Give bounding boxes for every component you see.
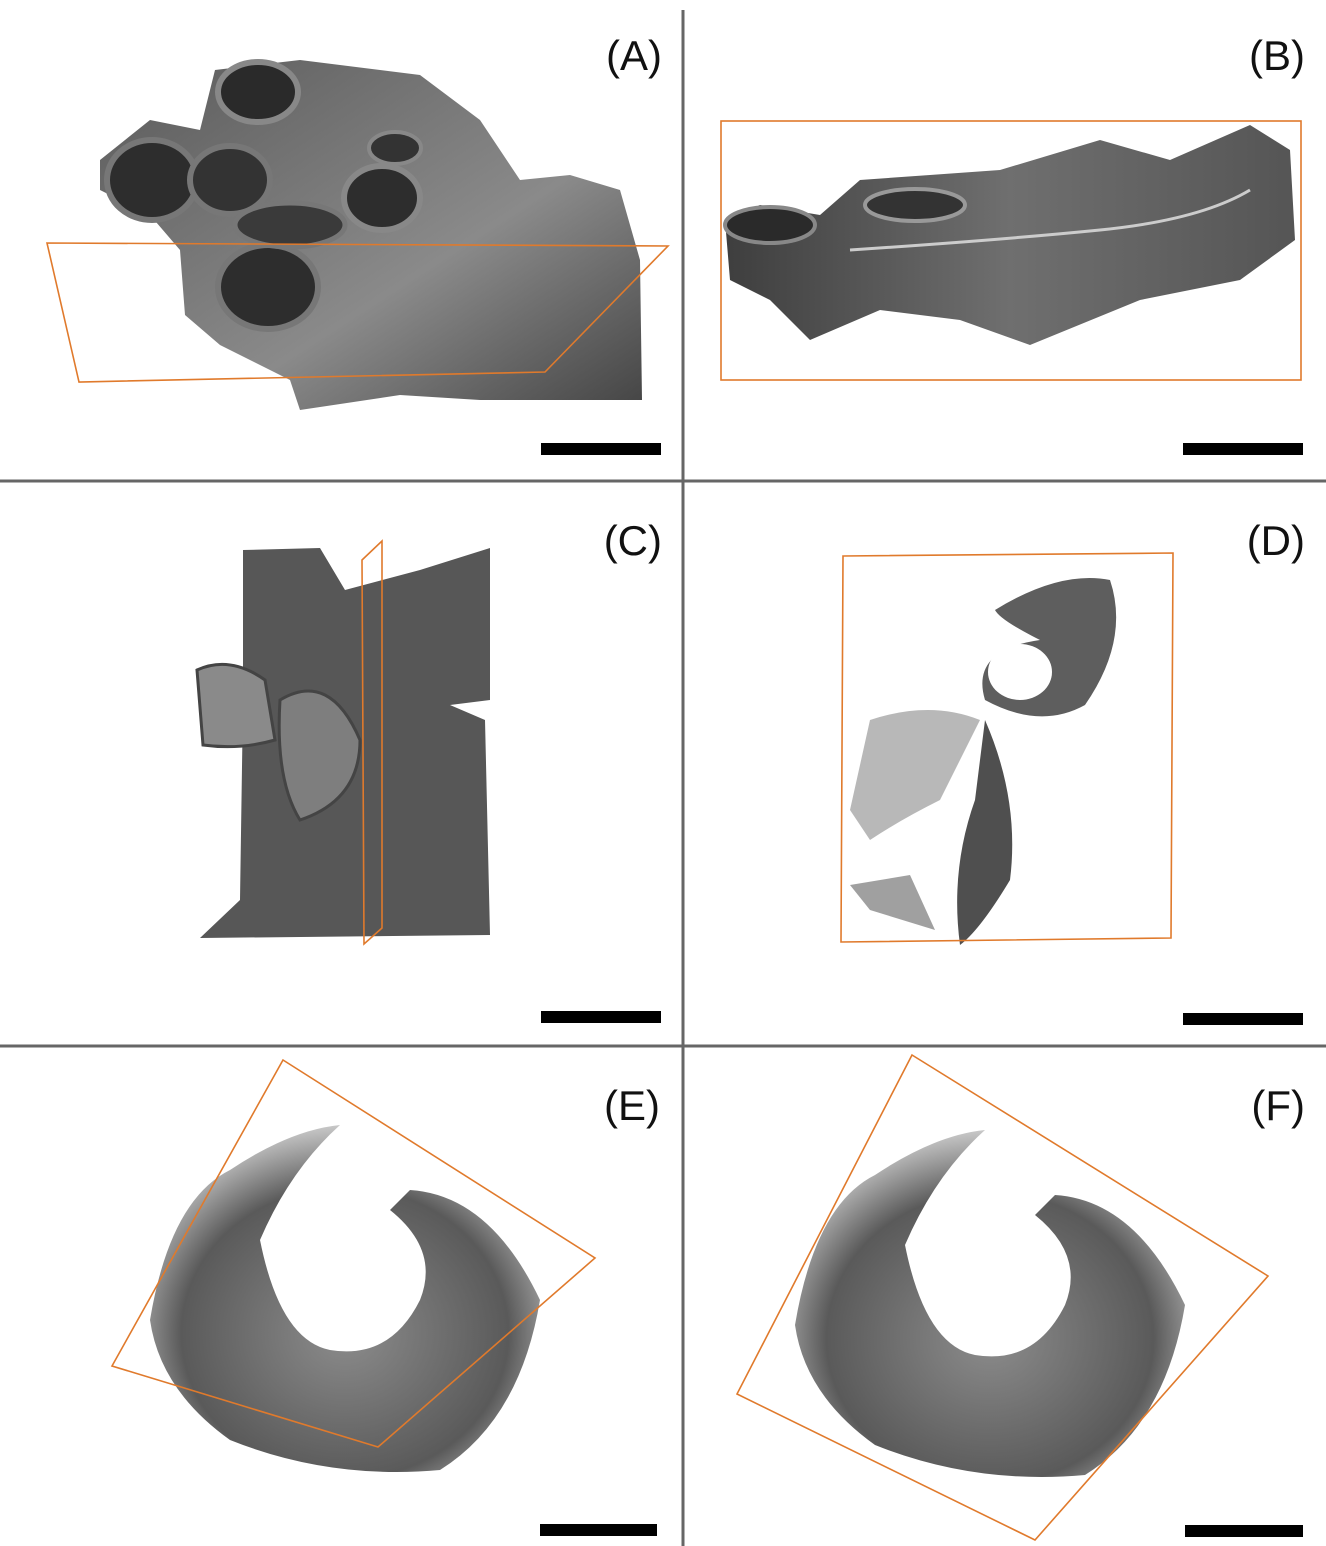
- specimen: [982, 578, 1116, 716]
- specimen: [795, 1130, 1185, 1477]
- figure: (A) (B) (C) (D) (E): [0, 0, 1326, 1546]
- scale-bar: [1183, 443, 1303, 455]
- apothecium: [344, 166, 420, 230]
- panel-label: (B): [1249, 32, 1305, 79]
- scale-bar: [541, 443, 661, 455]
- panel-a: (A): [47, 32, 668, 455]
- scale-bar: [541, 1011, 661, 1023]
- panel-label: (D): [1247, 517, 1305, 564]
- apothecium: [725, 207, 815, 243]
- specimen: [957, 720, 1012, 945]
- apothecium: [865, 189, 965, 221]
- panel-b: (B): [721, 32, 1305, 455]
- apothecium: [218, 62, 298, 122]
- apothecium: [107, 140, 197, 220]
- scale-bar: [1183, 1013, 1303, 1025]
- panel-d: (D): [841, 517, 1305, 1025]
- scale-bar: [1185, 1525, 1303, 1537]
- panel-label: (E): [604, 1082, 660, 1129]
- apothecium: [235, 203, 345, 247]
- lumen: [988, 644, 1052, 700]
- specimen: [850, 710, 980, 840]
- apothecium: [369, 132, 421, 164]
- panel-label: (F): [1251, 1082, 1305, 1129]
- specimen: [150, 1125, 540, 1472]
- specimen: [100, 60, 642, 410]
- panel-label: (C): [604, 517, 662, 564]
- panel-label: (A): [606, 32, 662, 79]
- apothecium: [218, 245, 318, 329]
- panel-f: (F): [737, 1055, 1305, 1540]
- apothecium: [190, 146, 270, 214]
- panel-e: (E): [112, 1060, 660, 1536]
- panel-c: (C): [197, 517, 662, 1023]
- specimen: [850, 875, 935, 930]
- scale-bar: [540, 1524, 657, 1536]
